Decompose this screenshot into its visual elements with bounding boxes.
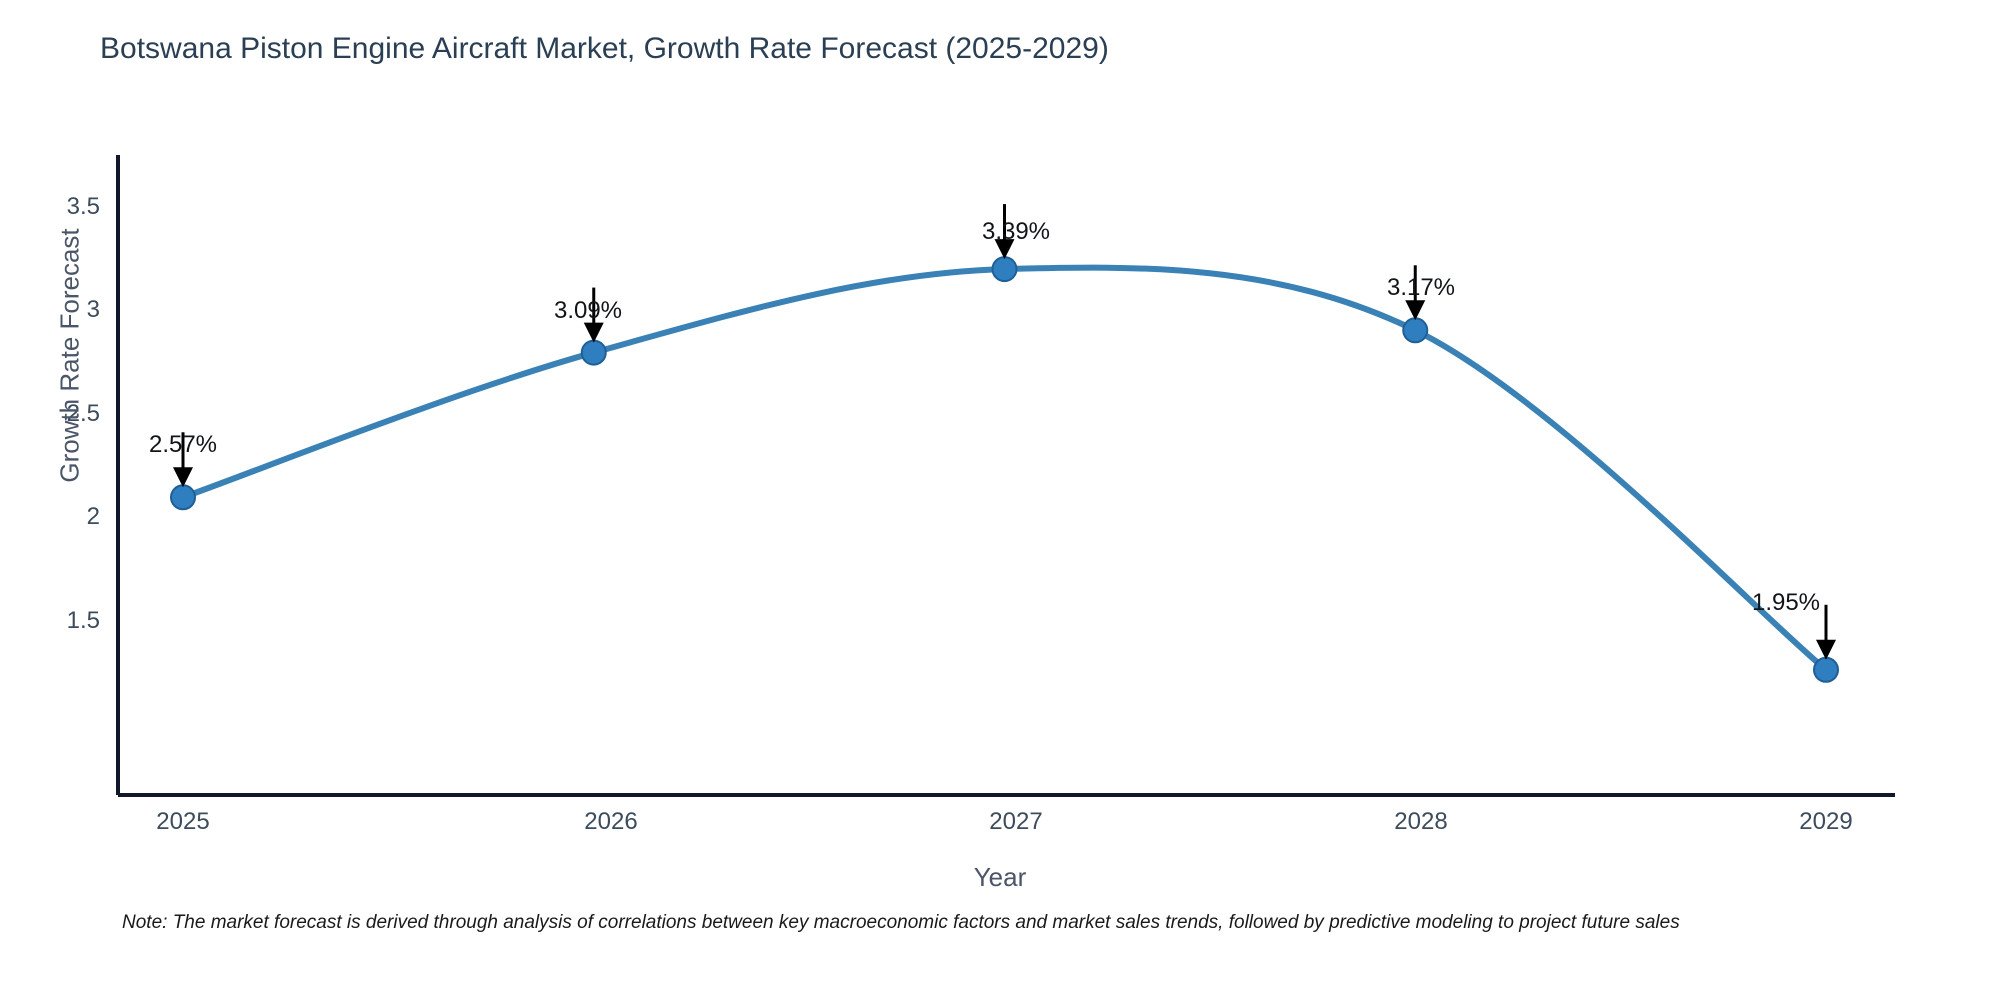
- data-point-markers: [170, 256, 1839, 683]
- annotation-arrows: [173, 204, 1836, 660]
- x-tick-label-2026: 2026: [584, 808, 638, 835]
- data-point-marker-2029: [1813, 656, 1839, 683]
- y-axis-title: Growth Rate Forecast: [54, 228, 85, 483]
- data-point-marker-2025: [170, 484, 196, 511]
- annotation-arrow-head-2027: [994, 239, 1015, 260]
- data-point-marker-2026: [580, 339, 607, 366]
- y-tick-label-4: 3: [86, 296, 100, 323]
- x-tick-label-2027: 2027: [989, 808, 1043, 835]
- point-label-2026: 3.09%: [553, 297, 623, 324]
- series-line-growth-rate-forecast: [180, 264, 1829, 673]
- x-axis-title: Year: [973, 862, 1027, 892]
- data-point-marker-2027: [991, 256, 1018, 283]
- point-label-2028: 3.17%: [1386, 274, 1456, 301]
- y-tick-label-3: 2.5: [66, 400, 100, 427]
- y-tick-label-1: 1.5: [66, 607, 100, 634]
- annotation-arrow-head-2029: [1816, 639, 1836, 660]
- point-label-2025: 2.57%: [148, 431, 218, 458]
- annotation-arrow-head-2028: [1405, 300, 1426, 321]
- point-label-2027: 3.39%: [981, 218, 1051, 245]
- y-tick-label-2: 2: [86, 503, 100, 530]
- x-tick-label-2028: 2028: [1394, 808, 1448, 835]
- annotation-arrow-head-2025: [173, 467, 193, 488]
- chart-title: Botswana Piston Engine Aircraft Market, …: [100, 32, 1109, 65]
- chart-note: Note: The market forecast is derived thr…: [122, 912, 1680, 933]
- y-tick-label-5: 3.5: [66, 193, 100, 220]
- annotation-arrow-head-2026: [583, 322, 604, 343]
- point-label-2029: 1.95%: [1751, 589, 1821, 616]
- data-point-marker-2028: [1402, 317, 1429, 344]
- x-tick-label-2025: 2025: [156, 808, 210, 835]
- x-tick-label-2029: 2029: [1799, 808, 1853, 835]
